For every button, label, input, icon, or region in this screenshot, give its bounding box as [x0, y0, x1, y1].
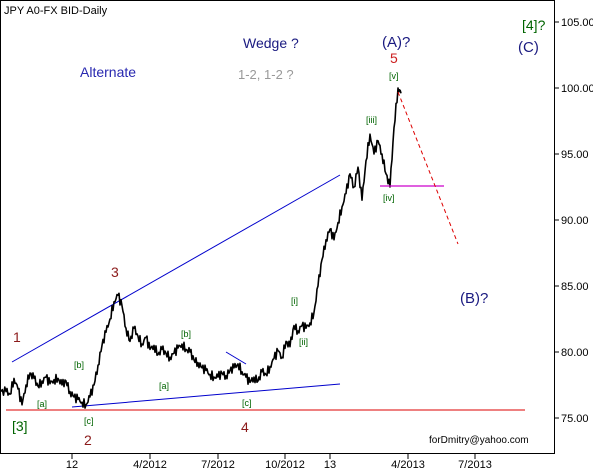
minor-v-label: [v] [389, 71, 399, 81]
minor-b2-label: [b] [181, 329, 191, 339]
x-tick-label: 12 [66, 459, 78, 470]
x-tick-label: 4/2013 [391, 459, 425, 470]
minor-b1-label: [b] [74, 360, 84, 370]
price-series [0, 87, 402, 409]
minor-c1-label: [c] [84, 416, 94, 426]
y-tick-label: 90.00 [561, 215, 589, 227]
y-tick-label: 95.00 [561, 149, 589, 161]
minor-a2-label: [a] [159, 381, 169, 391]
wedge-upper-line [11, 174, 341, 363]
plot-frame [0, 0, 555, 454]
alt-count-label: 1-2, 1-2 ? [238, 67, 294, 82]
footer-email: forDmitry@yahoo.com [429, 435, 529, 446]
wave-A-label: (A)? [382, 34, 410, 51]
y-tick-label: 85.00 [561, 281, 589, 293]
wedge-small-line [225, 351, 247, 365]
minor-iii-label: [iii] [366, 115, 377, 125]
x-tick-label: 7/2012 [201, 459, 235, 470]
chart-title: JPY A0-FX BID-Daily [4, 5, 108, 17]
y-tick-label: 100.00 [561, 83, 593, 95]
wave-1-label: 1 [13, 329, 21, 345]
degree-4-label: [4]? [522, 17, 546, 33]
projection-dashed-line [397, 91, 459, 245]
degree-3-label: [3] [12, 418, 28, 434]
y-tick-label: 80.00 [561, 347, 589, 359]
y-tick-label: 105.00 [561, 17, 593, 29]
minor-iv-label: [iv] [383, 193, 395, 203]
x-tick-label: 7/2013 [458, 459, 492, 470]
x-axis: 12 4/2012 7/2012 10/2012 13 4/2013 7/2013 [66, 454, 492, 470]
wave-5-label: 5 [390, 50, 398, 66]
price-line [0, 87, 402, 409]
x-tick-label: 4/2012 [133, 459, 167, 470]
minor-i-label: [i] [291, 296, 298, 306]
minor-c2-label: [c] [242, 398, 252, 408]
wave-3-label: 3 [111, 264, 119, 280]
x-tick-label: 13 [324, 459, 336, 470]
minor-ii-label: [ii] [299, 337, 308, 347]
alternate-label: Alternate [80, 64, 136, 80]
y-tick-label: 75.00 [561, 413, 589, 425]
wedge-label: Wedge ? [243, 35, 299, 51]
wedge-lower-line [71, 383, 341, 408]
wave-C-label: (C) [518, 39, 539, 56]
wave-2-label: 2 [84, 432, 92, 448]
minor-a1-label: [a] [37, 399, 47, 409]
y-axis: 75.00 80.00 85.00 90.00 95.00 100.00 105.00 [555, 17, 593, 425]
x-tick-label: 10/2012 [265, 459, 305, 470]
wave-4-label: 4 [241, 419, 249, 435]
wave-B-label: (B)? [460, 290, 488, 307]
